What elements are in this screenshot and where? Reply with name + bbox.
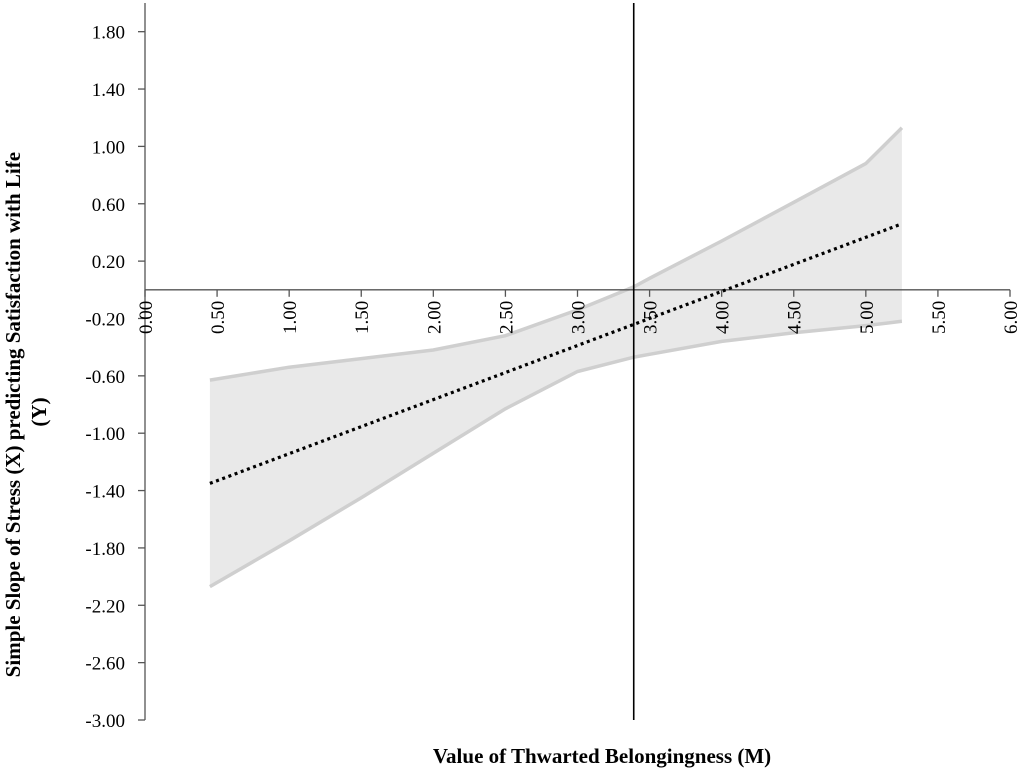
x-tick-label: 4.50: [785, 301, 806, 334]
y-tick-label: -0.60: [85, 367, 125, 388]
y-tick-label: 1.00: [92, 137, 125, 158]
x-tick-label: 1.50: [352, 301, 373, 334]
x-tick-label: 4.00: [713, 301, 734, 334]
y-tick-label: -1.00: [85, 424, 125, 445]
y-tick-label: -0.20: [85, 309, 125, 330]
y-tick-label: 1.80: [92, 23, 125, 44]
y-tick-label: 0.60: [92, 195, 125, 216]
y-tick-label: -1.80: [85, 539, 125, 560]
y-axis-ticks: 1.80 1.40 1.00 0.60 0.20 -0.20 -0.60 -1.00 -1.40…: [85, 23, 145, 732]
y-tick-label: -2.60: [85, 654, 125, 675]
y-axis-title: Simple Slope of Stress (X) predicting Sa…: [1, 147, 51, 678]
confidence-band: [209, 127, 902, 587]
x-tick-label: 2.00: [424, 301, 445, 334]
x-tick-label: 0.00: [136, 301, 157, 334]
y-axis-title-line-1: Simple Slope of Stress (X) predicting Sa…: [1, 152, 25, 677]
x-tick-label: 3.00: [569, 301, 590, 334]
y-tick-label: -1.40: [85, 482, 125, 503]
y-tick-label: -3.00: [85, 711, 125, 732]
y-tick-label: 1.40: [92, 80, 125, 101]
simple-slope-line: [209, 222, 903, 485]
x-tick-label: 6.00: [1001, 301, 1021, 334]
x-tick-label: 5.00: [857, 301, 878, 334]
y-axis-title-line-2: (Y): [27, 397, 51, 426]
x-axis-title: Value of Thwarted Belongingness (M): [433, 744, 771, 768]
confidence-band-lower-edge: [209, 319, 903, 589]
confidence-band-upper-edge: [209, 126, 904, 382]
y-tick-label: 0.20: [92, 252, 125, 273]
x-tick-label: 1.00: [280, 301, 301, 334]
x-axis-ticks: 0.00 0.50 1.00 1.50 2.00 2.50 3.00 3.50 4.00 4.50…: [136, 289, 1021, 334]
y-tick-label: -2.20: [85, 596, 125, 617]
x-tick-label: 2.50: [496, 301, 517, 334]
x-tick-label: 0.50: [208, 301, 229, 334]
x-tick-label: 5.50: [929, 301, 950, 334]
